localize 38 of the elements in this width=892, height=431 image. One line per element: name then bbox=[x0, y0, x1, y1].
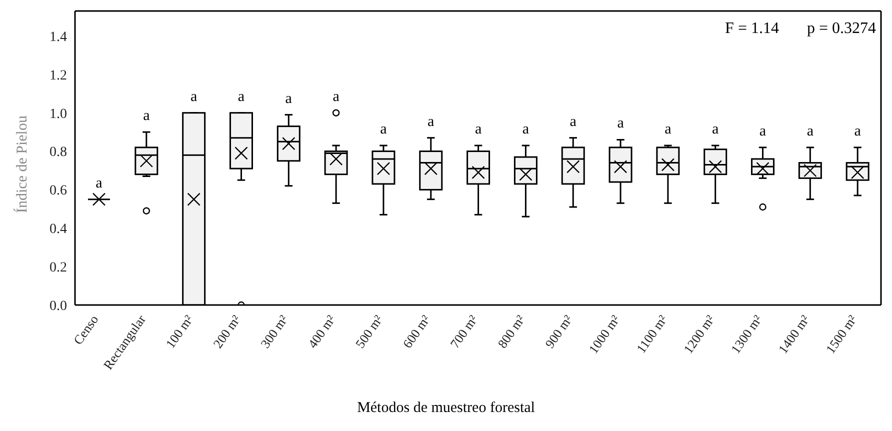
y-tick-label: 0.4 bbox=[50, 222, 67, 238]
annotation: a bbox=[380, 122, 388, 138]
x-tick-label: 200 m² bbox=[210, 312, 244, 351]
x-tick-label: 800 m² bbox=[494, 312, 528, 351]
annotation: a bbox=[522, 122, 530, 138]
annotation: a bbox=[570, 114, 577, 130]
annotation: a bbox=[190, 88, 198, 105]
annotation: a bbox=[617, 116, 624, 132]
x-tick-label: 900 m² bbox=[542, 312, 576, 351]
y-tick-label: 0.0 bbox=[50, 298, 67, 314]
x-tick-label: 700 m² bbox=[447, 312, 481, 351]
annotation: a bbox=[854, 123, 862, 140]
y-tick-label: 1.4 bbox=[50, 30, 67, 45]
y-tick-label: 1.2 bbox=[50, 68, 67, 84]
y-axis-title: Índice de Pielou bbox=[13, 115, 30, 213]
annotation: F = 1.14 bbox=[725, 20, 779, 38]
annotation: a bbox=[806, 123, 814, 140]
annotation: p = 0.3274 bbox=[806, 20, 876, 38]
annotation: a bbox=[474, 122, 482, 138]
annotation: a bbox=[285, 90, 292, 107]
y-tick-label: 0.8 bbox=[50, 145, 67, 160]
y-tick-label: 0.6 bbox=[50, 184, 67, 199]
x-tick-label: 400 m² bbox=[304, 312, 338, 351]
annotation: a bbox=[759, 123, 766, 140]
y-tick-label: 1.0 bbox=[50, 106, 67, 122]
x-tick-label: 500 m² bbox=[352, 312, 386, 351]
y-tick-label: 0.2 bbox=[50, 260, 67, 276]
x-tick-label: 300 m² bbox=[257, 312, 291, 351]
annotation: a bbox=[143, 108, 150, 124]
x-tick-label: 100 m² bbox=[162, 312, 196, 351]
annotation: a bbox=[664, 122, 672, 138]
annotation: a bbox=[332, 88, 340, 105]
annotation: a bbox=[238, 88, 245, 105]
x-axis-title: Métodos de muestreo forestal bbox=[356, 400, 536, 417]
x-tick-label: 600 m² bbox=[400, 312, 434, 351]
annotation: a bbox=[428, 114, 435, 130]
annotation: a bbox=[96, 175, 103, 192]
annotation: a bbox=[712, 122, 720, 138]
